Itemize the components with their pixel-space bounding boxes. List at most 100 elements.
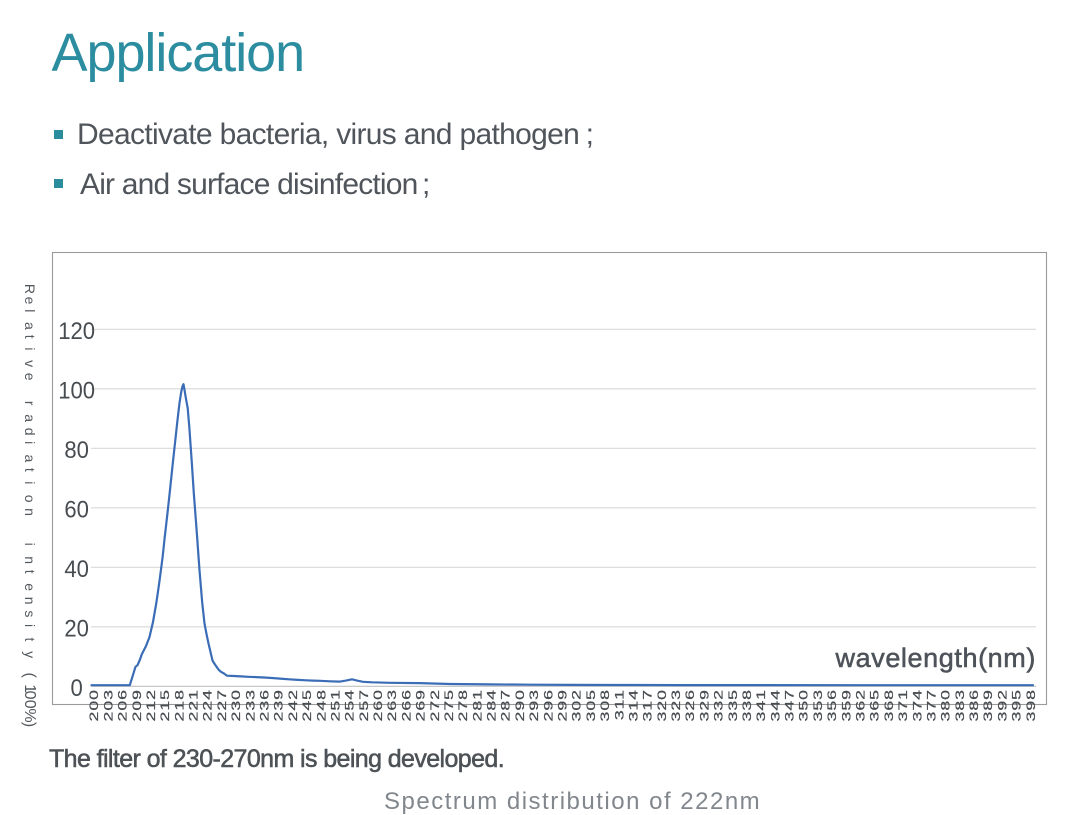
svg-text:392: 392: [996, 689, 1009, 721]
svg-text:329: 329: [698, 689, 711, 721]
svg-text:0: 0: [21, 691, 38, 700]
svg-text:278: 278: [457, 689, 470, 721]
svg-text:218: 218: [173, 689, 186, 721]
svg-text:389: 389: [982, 689, 995, 721]
svg-text:308: 308: [599, 689, 612, 721]
svg-text:356: 356: [826, 689, 839, 721]
svg-text:l: l: [22, 309, 38, 312]
svg-text:272: 272: [429, 689, 442, 721]
svg-text:o: o: [22, 495, 38, 503]
svg-text:338: 338: [741, 689, 754, 721]
svg-text:e: e: [22, 297, 38, 305]
svg-text:359: 359: [840, 689, 853, 721]
svg-text:236: 236: [258, 689, 271, 721]
svg-text:248: 248: [315, 689, 328, 721]
svg-text:60: 60: [64, 495, 89, 522]
svg-text:R: R: [22, 284, 38, 294]
svg-text:i: i: [22, 347, 38, 350]
svg-text:362: 362: [854, 689, 867, 721]
svg-text:380: 380: [940, 689, 953, 721]
svg-text:350: 350: [798, 689, 811, 721]
svg-text:i: i: [22, 481, 38, 484]
svg-text:wavelength(nm): wavelength(nm): [835, 643, 1037, 673]
svg-text:332: 332: [712, 689, 725, 721]
svg-text:227: 227: [216, 689, 229, 721]
svg-text:269: 269: [414, 689, 427, 721]
svg-text:230: 230: [230, 689, 243, 721]
svg-text:263: 263: [386, 689, 399, 721]
svg-text:254: 254: [343, 689, 356, 721]
svg-text:365: 365: [869, 689, 882, 721]
svg-text:n: n: [22, 508, 38, 516]
svg-text:224: 224: [202, 689, 215, 721]
svg-text:377: 377: [925, 689, 938, 721]
svg-text:284: 284: [485, 689, 498, 721]
svg-text:395: 395: [1010, 689, 1023, 721]
svg-text:y: y: [22, 651, 38, 658]
svg-text:266: 266: [400, 689, 413, 721]
svg-text:326: 326: [684, 689, 697, 721]
svg-text:311: 311: [613, 689, 626, 720]
svg-text:323: 323: [670, 689, 683, 721]
svg-text:299: 299: [556, 689, 569, 721]
svg-text:a: a: [22, 455, 38, 463]
svg-text:i: i: [22, 543, 38, 546]
svg-text:a: a: [22, 322, 38, 330]
svg-text:257: 257: [358, 689, 371, 721]
svg-text:344: 344: [769, 689, 782, 721]
svg-text:206: 206: [116, 689, 129, 721]
svg-text:e: e: [22, 583, 38, 591]
svg-text:t: t: [22, 638, 38, 642]
svg-text:233: 233: [244, 689, 257, 721]
svg-text:120: 120: [58, 317, 95, 344]
svg-text:v: v: [22, 360, 38, 367]
svg-text:290: 290: [514, 689, 527, 721]
svg-text:1: 1: [21, 684, 38, 693]
svg-text:293: 293: [528, 689, 541, 721]
svg-text:t: t: [22, 468, 38, 472]
svg-text:398: 398: [1025, 689, 1038, 721]
svg-text:296: 296: [542, 689, 555, 721]
svg-text:): ): [21, 722, 38, 727]
svg-text:302: 302: [571, 689, 584, 721]
svg-text:209: 209: [131, 689, 144, 721]
svg-text:i: i: [22, 624, 38, 627]
svg-text:335: 335: [727, 689, 740, 721]
svg-text:239: 239: [273, 689, 286, 721]
svg-text:317: 317: [641, 689, 654, 721]
svg-text:245: 245: [301, 689, 314, 721]
svg-text:100: 100: [58, 376, 95, 403]
svg-text:341: 341: [755, 689, 768, 721]
svg-text:r: r: [22, 401, 38, 406]
svg-text:383: 383: [954, 689, 967, 721]
svg-text:371: 371: [897, 689, 910, 721]
svg-text:242: 242: [287, 689, 300, 721]
svg-text:374: 374: [911, 689, 924, 721]
svg-text:251: 251: [329, 689, 342, 721]
svg-text:215: 215: [159, 689, 172, 721]
svg-text:d: d: [22, 428, 38, 436]
svg-text:20: 20: [64, 614, 89, 641]
svg-text:40: 40: [64, 555, 89, 582]
svg-text:n: n: [22, 597, 38, 605]
svg-text:n: n: [22, 556, 38, 564]
svg-text:260: 260: [372, 689, 385, 721]
svg-text:353: 353: [812, 689, 825, 721]
svg-text:a: a: [22, 414, 38, 422]
svg-text:i: i: [22, 441, 38, 444]
svg-text:t: t: [22, 570, 38, 574]
svg-text:t: t: [22, 335, 38, 339]
svg-text:347: 347: [783, 689, 796, 721]
svg-text:0: 0: [21, 700, 38, 709]
svg-text:221: 221: [187, 689, 200, 721]
svg-text:s: s: [22, 610, 38, 617]
svg-text:212: 212: [145, 689, 158, 721]
svg-text:305: 305: [585, 689, 598, 721]
svg-text:200: 200: [88, 689, 101, 721]
svg-text:%: %: [21, 708, 38, 722]
svg-text:203: 203: [102, 689, 115, 721]
svg-text:386: 386: [968, 689, 981, 721]
svg-text:320: 320: [656, 689, 669, 721]
svg-text:281: 281: [471, 689, 484, 721]
svg-text:287: 287: [500, 689, 513, 721]
